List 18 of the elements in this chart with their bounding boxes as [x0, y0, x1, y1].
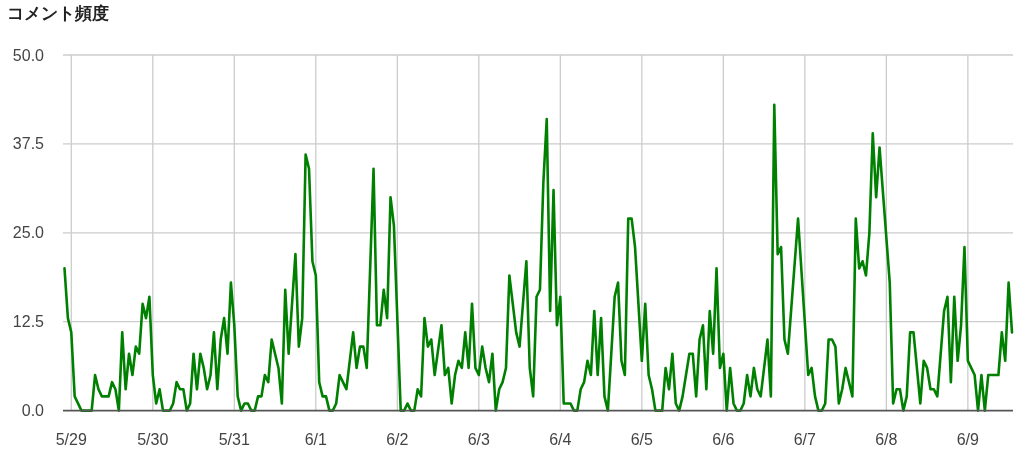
x-tick-label: 5/29 [55, 431, 87, 448]
x-tick-label: 6/2 [386, 431, 409, 448]
x-tick-label: 6/6 [712, 431, 735, 448]
y-tick-label: 12.5 [12, 313, 44, 331]
x-tick-label: 6/3 [467, 431, 490, 448]
x-tick-label: 6/8 [875, 431, 898, 448]
y-tick-label: 0.0 [21, 402, 44, 420]
y-tick-label: 25.0 [12, 224, 44, 242]
x-tick-label: 5/31 [218, 431, 250, 448]
x-tick-label: 6/9 [956, 431, 979, 448]
x-tick-label: 5/30 [137, 431, 169, 448]
x-tick-label: 6/4 [549, 431, 572, 448]
x-tick-label: 6/1 [304, 431, 327, 448]
x-tick-label: 6/7 [793, 431, 816, 448]
title: コメント頻度 [7, 4, 109, 23]
y-tick-label: 50.0 [12, 46, 44, 64]
x-tick-label: 6/5 [630, 431, 653, 448]
y-tick-label: 37.5 [12, 135, 44, 153]
